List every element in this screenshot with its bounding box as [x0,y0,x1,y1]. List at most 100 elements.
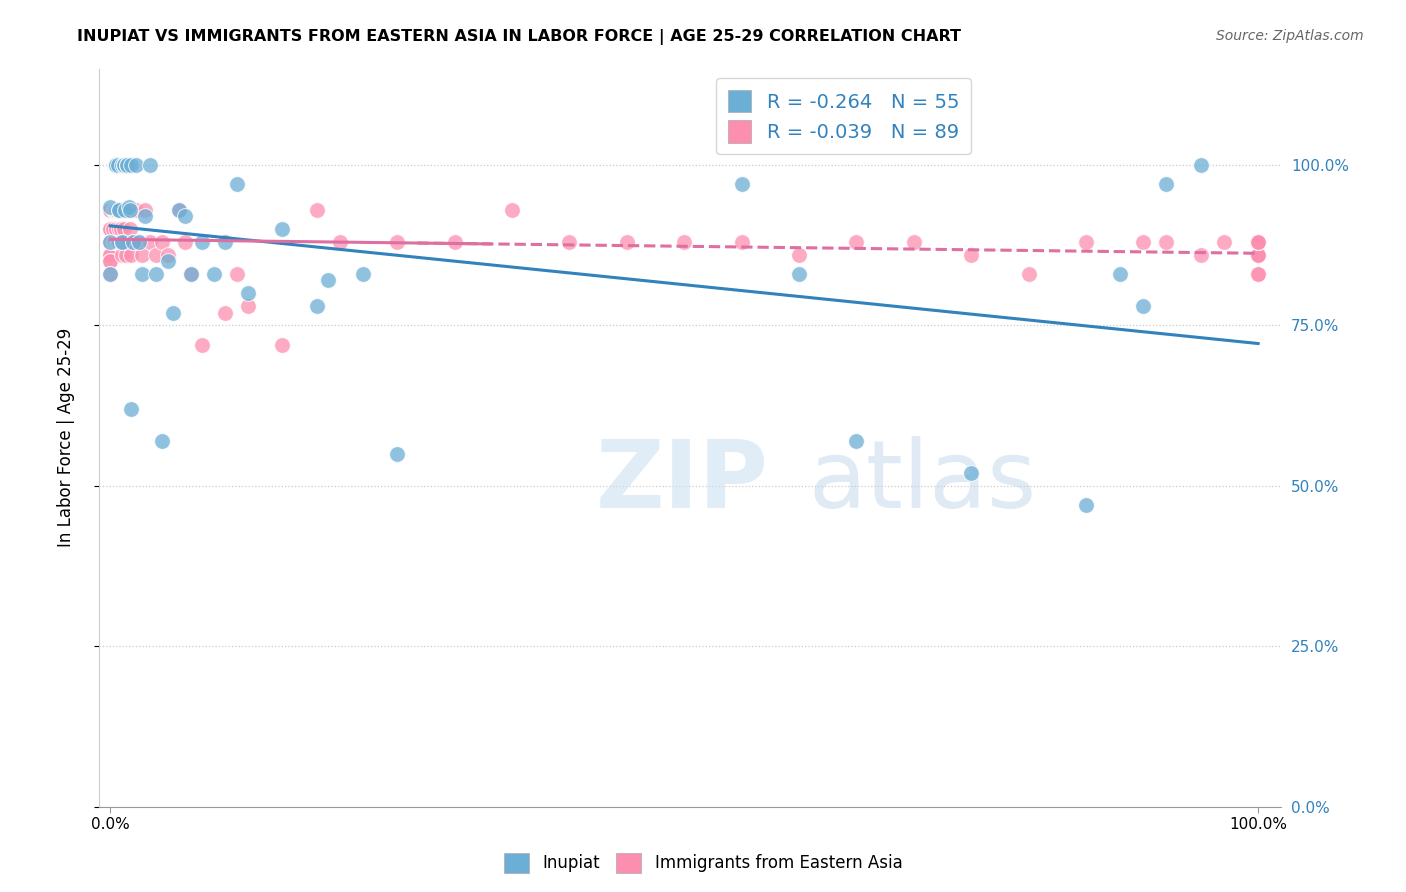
Point [1156,235,1178,249]
Point [115,248,138,262]
Point [98,202,121,217]
Point [120,401,142,416]
Point [98,248,121,262]
Point [110,222,132,236]
Point [202,267,225,281]
Point [162,305,184,319]
Point [1247,248,1270,262]
Point [98,222,121,236]
Point [225,267,247,281]
Point [236,286,259,301]
Point [120,158,142,172]
Y-axis label: In Labor Force | Age 25-29: In Labor Force | Age 25-29 [58,328,75,548]
Point [150,434,173,448]
Point [501,202,523,217]
Point [111,235,134,249]
Point [118,202,141,217]
Point [236,299,259,313]
Point [1247,235,1270,249]
Point [191,235,214,249]
Point [108,235,131,249]
Point [131,267,153,281]
Point [960,248,983,262]
Point [558,235,581,249]
Point [110,202,132,217]
Point [139,158,162,172]
Point [98,202,121,217]
Point [443,235,465,249]
Point [845,235,868,249]
Point [117,200,139,214]
Point [1247,248,1270,262]
Point [145,267,167,281]
Point [167,202,190,217]
Point [98,200,121,214]
Point [787,248,810,262]
Point [118,222,141,236]
Point [318,273,340,287]
Point [103,235,125,249]
Text: ZIP: ZIP [595,436,768,528]
Point [1212,235,1234,249]
Point [112,158,135,172]
Point [173,235,195,249]
Point [1074,498,1097,512]
Point [105,235,128,249]
Point [104,158,127,172]
Point [1189,248,1212,262]
Point [305,202,328,217]
Point [1247,248,1270,262]
Point [108,202,131,217]
Point [108,222,131,236]
Point [105,202,128,217]
Point [128,235,150,249]
Point [107,202,129,217]
Point [305,299,328,313]
Point [1247,248,1270,262]
Point [139,235,162,249]
Point [180,267,202,281]
Legend: Inupiat, Immigrants from Eastern Asia: Inupiat, Immigrants from Eastern Asia [496,847,910,880]
Point [673,235,696,249]
Point [98,222,121,236]
Point [122,235,145,249]
Point [352,267,374,281]
Point [1156,177,1178,191]
Point [105,158,128,172]
Point [134,209,156,223]
Point [903,235,925,249]
Point [156,254,179,268]
Point [167,202,190,217]
Text: INUPIAT VS IMMIGRANTS FROM EASTERN ASIA IN LABOR FORCE | AGE 25-29 CORRELATION C: INUPIAT VS IMMIGRANTS FROM EASTERN ASIA … [77,29,962,45]
Point [191,337,214,351]
Point [98,267,121,281]
Point [1247,235,1270,249]
Point [98,267,121,281]
Point [101,222,124,236]
Point [112,222,135,236]
Point [214,235,236,249]
Point [1074,235,1097,249]
Point [730,177,752,191]
Point [150,235,173,249]
Legend: R = -0.264   N = 55, R = -0.039   N = 89: R = -0.264 N = 55, R = -0.039 N = 89 [716,78,972,154]
Point [101,235,124,249]
Point [107,235,129,249]
Point [117,158,139,172]
Point [105,202,128,217]
Point [98,254,121,268]
Point [98,254,121,268]
Point [122,235,145,249]
Point [387,447,409,461]
Point [105,158,128,172]
Point [98,235,121,249]
Point [1132,235,1154,249]
Point [117,235,139,249]
Point [112,158,135,172]
Point [111,158,134,172]
Point [387,235,409,249]
Point [98,235,121,249]
Point [1109,267,1132,281]
Point [1189,158,1212,172]
Point [120,248,142,262]
